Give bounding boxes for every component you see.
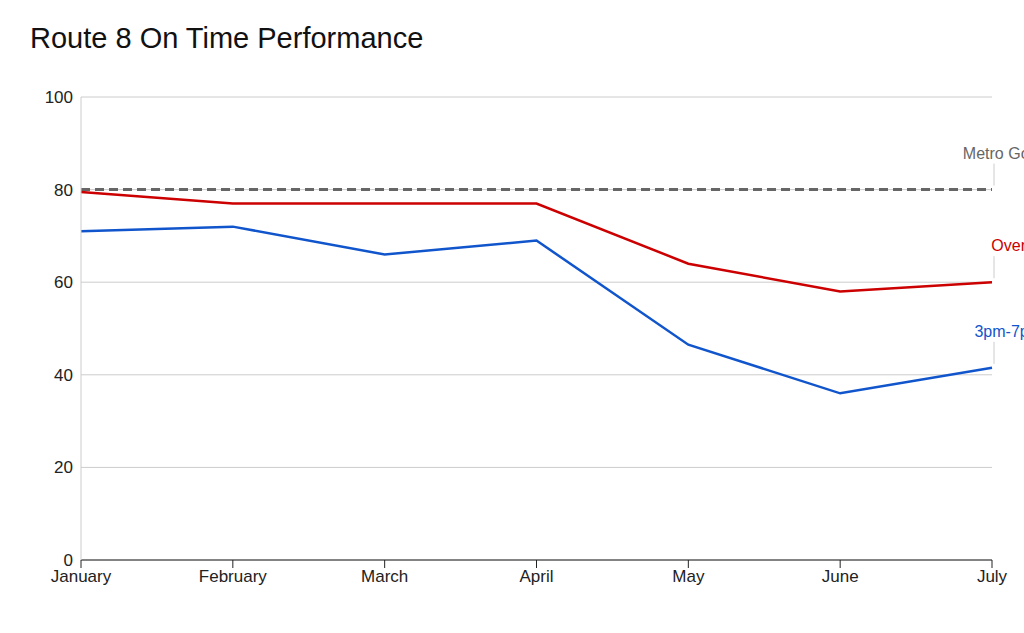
- svg-text:April: April: [519, 567, 553, 586]
- svg-text:July: July: [977, 567, 1008, 586]
- html-text:Route 8 On Time Performance: Route 8 On Time Performance: [30, 22, 424, 54]
- svg-text:100: 100: [45, 88, 73, 107]
- svg-text:May: May: [672, 567, 705, 586]
- svg-text:0: 0: [64, 551, 73, 570]
- svg-text:3pm-7pm: 3pm-7pm: [974, 323, 1016, 340]
- svg-text:Metro Goal: Metro Goal: [963, 145, 1016, 162]
- svg-text:80: 80: [54, 181, 73, 200]
- svg-text:February: February: [199, 567, 268, 586]
- svg-text:60: 60: [54, 273, 73, 292]
- svg-text:March: March: [361, 567, 408, 586]
- svg-text:40: 40: [54, 366, 73, 385]
- svg-text:June: June: [822, 567, 859, 586]
- svg-text:Overall: Overall: [991, 237, 1016, 254]
- svg-text:January: January: [51, 567, 112, 586]
- svg-text:20: 20: [54, 458, 73, 477]
